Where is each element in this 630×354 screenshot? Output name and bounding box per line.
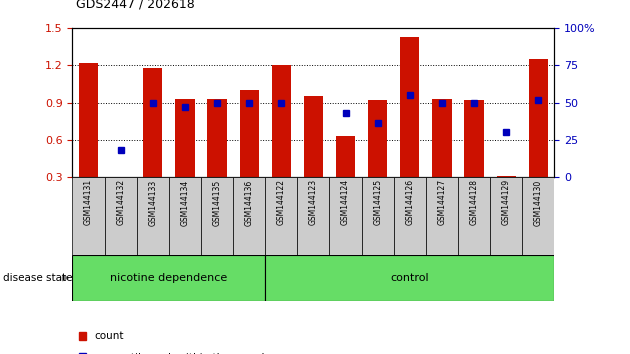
Text: GSM144123: GSM144123 <box>309 179 318 225</box>
Bar <box>143 68 163 177</box>
Bar <box>394 177 426 255</box>
Bar <box>201 177 233 255</box>
Text: control: control <box>391 273 429 283</box>
Text: GSM144133: GSM144133 <box>148 179 158 225</box>
Bar <box>137 177 169 255</box>
Text: GSM144126: GSM144126 <box>405 179 415 225</box>
Text: GSM144127: GSM144127 <box>437 179 447 225</box>
Bar <box>105 177 137 255</box>
Bar <box>362 177 394 255</box>
Bar <box>265 177 297 255</box>
Bar <box>400 37 420 177</box>
Text: GSM144122: GSM144122 <box>277 179 286 225</box>
Text: GSM144134: GSM144134 <box>180 179 190 225</box>
Text: GSM144125: GSM144125 <box>373 179 382 225</box>
Bar <box>169 177 201 255</box>
Text: count: count <box>94 331 124 341</box>
Text: GSM144129: GSM144129 <box>501 179 511 225</box>
Bar <box>490 177 522 255</box>
Bar <box>329 177 362 255</box>
Bar <box>233 177 265 255</box>
Bar <box>265 255 554 301</box>
Text: GSM144130: GSM144130 <box>534 179 543 225</box>
Bar <box>336 136 355 177</box>
Text: GSM144128: GSM144128 <box>469 179 479 225</box>
Bar <box>239 90 259 177</box>
Text: GDS2447 / 202618: GDS2447 / 202618 <box>76 0 195 11</box>
Text: disease state: disease state <box>3 273 72 283</box>
Text: percentile rank within the sample: percentile rank within the sample <box>94 353 270 354</box>
Text: GSM144136: GSM144136 <box>244 179 254 225</box>
Bar <box>496 176 516 177</box>
Text: GSM144132: GSM144132 <box>116 179 125 225</box>
Bar <box>426 177 458 255</box>
Bar <box>368 100 387 177</box>
Bar <box>529 59 548 177</box>
Bar <box>72 255 265 301</box>
Text: nicotine dependence: nicotine dependence <box>110 273 227 283</box>
Bar <box>72 177 105 255</box>
Bar <box>464 100 484 177</box>
Text: GSM144124: GSM144124 <box>341 179 350 225</box>
Bar <box>432 99 452 177</box>
Text: GSM144131: GSM144131 <box>84 179 93 225</box>
Bar <box>522 177 554 255</box>
Bar <box>304 97 323 177</box>
Bar <box>79 63 98 177</box>
Bar <box>207 99 227 177</box>
Bar <box>272 65 291 177</box>
Text: GSM144135: GSM144135 <box>212 179 222 225</box>
Bar <box>458 177 490 255</box>
Bar <box>297 177 329 255</box>
Bar <box>175 99 195 177</box>
